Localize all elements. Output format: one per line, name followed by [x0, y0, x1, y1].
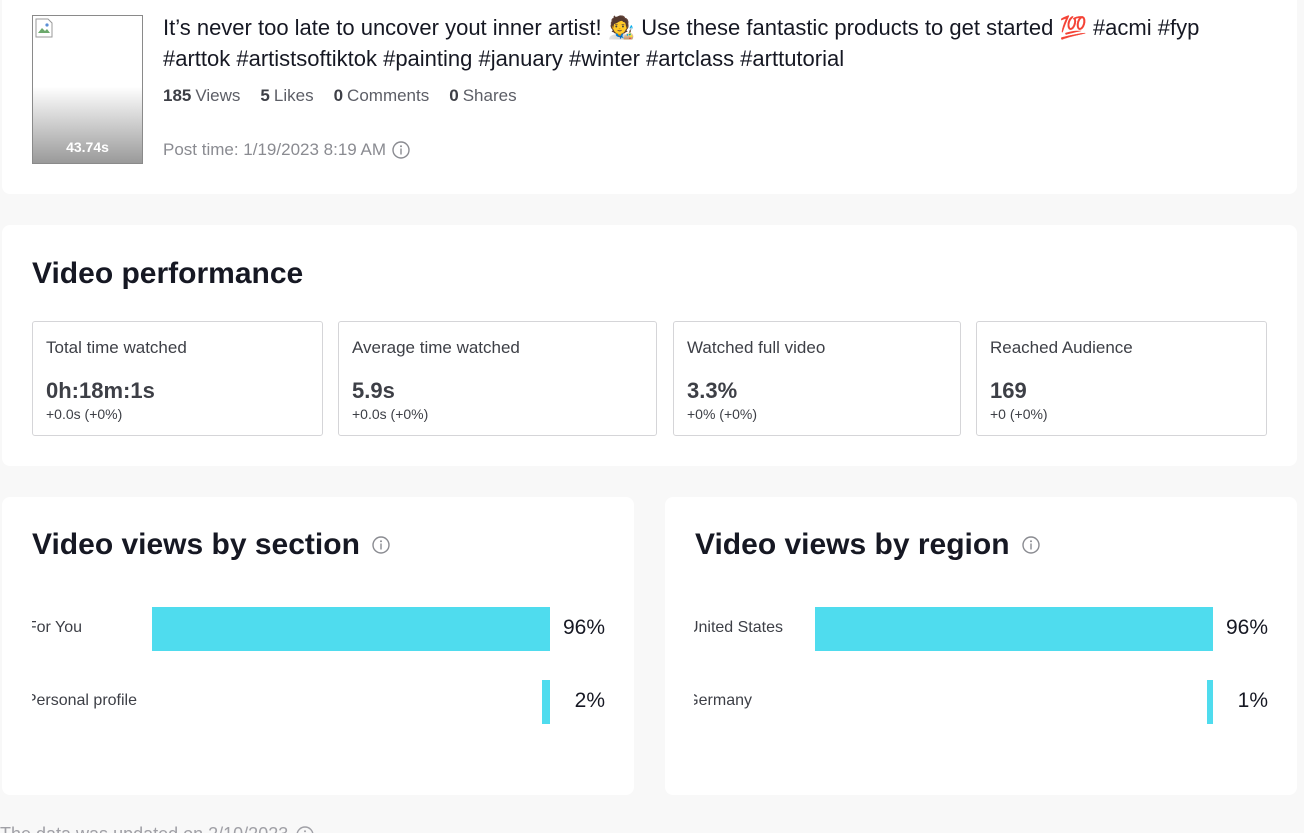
- data-updated-note: The data was updated on 2/10/2023: [0, 824, 314, 833]
- views-by-region-card: Video views by region United States 96% …: [665, 497, 1297, 795]
- bar-row: United States 96%: [665, 607, 1297, 651]
- info-icon[interactable]: [1021, 536, 1040, 554]
- comments-stat: 0 Comments: [333, 86, 430, 105]
- video-performance-card: Video performance Total time watched 0h:…: [2, 225, 1297, 466]
- data-updated-text: The data was updated on 2/10/2023: [0, 824, 288, 833]
- section-title: Video views by section: [32, 528, 390, 562]
- post-stats: 185 Views 5 Likes 0 Comments 0 Shares: [163, 86, 517, 106]
- post-summary-card: 43.74s It’s never too late to uncover yo…: [2, 0, 1297, 194]
- video-thumbnail[interactable]: 43.74s: [32, 15, 143, 164]
- metric-value: 5.9s: [352, 378, 395, 403]
- metric-card-full-video: Watched full video 3.3% +0% (+0%): [673, 321, 961, 436]
- bar-value: 96%: [1225, 616, 1268, 639]
- views-stat: 185 Views: [163, 86, 241, 105]
- bar-label: For You: [32, 619, 82, 636]
- post-time-text: Post time: 1/19/2023 8:19 AM: [163, 140, 387, 159]
- bar-value: 2%: [574, 689, 605, 712]
- info-icon[interactable]: [372, 536, 390, 554]
- metric-label: Watched full video: [687, 338, 826, 357]
- info-icon[interactable]: [296, 825, 314, 833]
- caption-line: It’s never too late to uncover yout inne…: [163, 15, 1200, 40]
- bar-row: Personal profile 2%: [2, 680, 634, 724]
- bar-row: Germany 1%: [665, 680, 1297, 724]
- bar-label: United States: [694, 619, 783, 636]
- metric-card-total-time: Total time watched 0h:18m:1s +0.0s (+0%): [32, 321, 323, 436]
- section-title: Video performance: [32, 257, 304, 290]
- bar: [542, 680, 550, 724]
- video-duration: 43.74s: [66, 139, 109, 155]
- metric-value: 0h:18m:1s: [46, 378, 155, 403]
- shares-stat: 0 Shares: [449, 86, 517, 105]
- bar: [815, 607, 1213, 651]
- metric-delta: +0 (+0%): [990, 406, 1048, 422]
- post-caption: It’s never too late to uncover yout inne…: [163, 12, 1263, 74]
- section-title-text: Video views by section: [32, 528, 360, 561]
- metric-value: 169: [990, 378, 1027, 403]
- post-time: Post time: 1/19/2023 8:19 AM: [163, 140, 410, 160]
- bar-label: Personal profile: [32, 692, 137, 709]
- metric-card-reached-audience: Reached Audience 169 +0 (+0%): [976, 321, 1267, 436]
- views-by-section-card: Video views by section For You 96% Perso…: [2, 497, 634, 795]
- broken-image-icon: [35, 18, 53, 38]
- metric-label: Average time watched: [352, 338, 520, 357]
- metric-value: 3.3%: [687, 378, 738, 403]
- bar-value: 1%: [1237, 689, 1268, 712]
- metric-delta: +0% (+0%): [687, 406, 758, 422]
- info-icon[interactable]: [392, 141, 410, 159]
- metric-label: Reached Audience: [990, 338, 1133, 357]
- bar: [1207, 680, 1213, 724]
- bar-row: For You 96%: [2, 607, 634, 651]
- likes-stat: 5 Likes: [260, 86, 314, 105]
- metric-delta: +0.0s (+0%): [352, 406, 429, 422]
- metric-delta: +0.0s (+0%): [46, 406, 123, 422]
- section-title-text: Video views by region: [695, 528, 1010, 561]
- section-title: Video views by region: [695, 528, 1040, 562]
- bar-value: 96%: [562, 616, 605, 639]
- metric-label: Total time watched: [46, 338, 187, 357]
- bar-label: Germany: [694, 692, 752, 709]
- metric-card-average-time: Average time watched 5.9s +0.0s (+0%): [338, 321, 657, 436]
- bar: [152, 607, 550, 651]
- caption-line: #arttok #artistsoftiktok #painting #janu…: [163, 46, 845, 71]
